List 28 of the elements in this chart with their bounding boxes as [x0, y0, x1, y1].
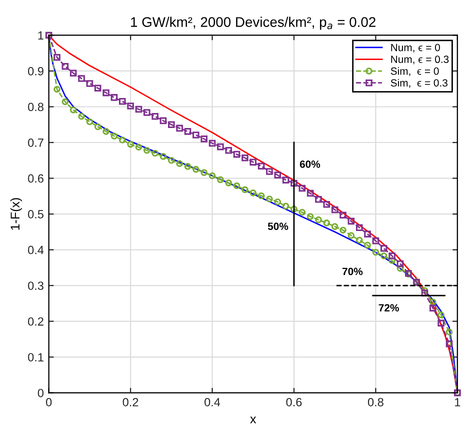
y-tick-label: 0.7	[28, 138, 44, 147]
legend-label: Num, ϵ = 0	[391, 44, 440, 52]
y-tick-label: 0	[38, 388, 44, 398]
y-tick-label: 1	[38, 31, 44, 40]
legend-label: Sim, ϵ = 0.3	[390, 78, 448, 88]
y-tick-label: 0.4	[28, 246, 44, 254]
y-tick-label: 0.6	[28, 174, 44, 183]
y-tick-label: 0.3	[28, 282, 44, 290]
y-tick-label: 0.2	[28, 317, 44, 326]
annotation: 50%	[268, 222, 288, 230]
x-tick-label: 1	[455, 398, 460, 406]
chart-title: 1 GW/km², 2000 Devices/km², p$_{a}$ = 0.02	[131, 16, 376, 30]
annotation: 60%	[300, 160, 320, 168]
x-tick-label: 0.6	[286, 398, 302, 406]
annotation: 70%	[342, 268, 363, 276]
y-axis-title: 1-F(x)	[10, 198, 22, 230]
legend-label: Num, ϵ = 0.3	[391, 56, 449, 64]
legend-label: Sim, ϵ = 0	[390, 67, 439, 76]
y-tick-label: 0.1	[28, 353, 44, 362]
x-tick-label: 0.8	[368, 398, 384, 406]
x-axis-title: x	[250, 416, 256, 424]
annotation: 72%	[378, 304, 399, 312]
x-tick-label: 0.2	[122, 398, 138, 406]
y-tick-label: 0.9	[28, 67, 44, 76]
x-tick-label: 0	[46, 398, 52, 406]
y-tick-label: 0.8	[28, 102, 44, 112]
y-tick-label: 0.5	[28, 210, 44, 218]
x-tick-label: 0.4	[204, 398, 220, 406]
